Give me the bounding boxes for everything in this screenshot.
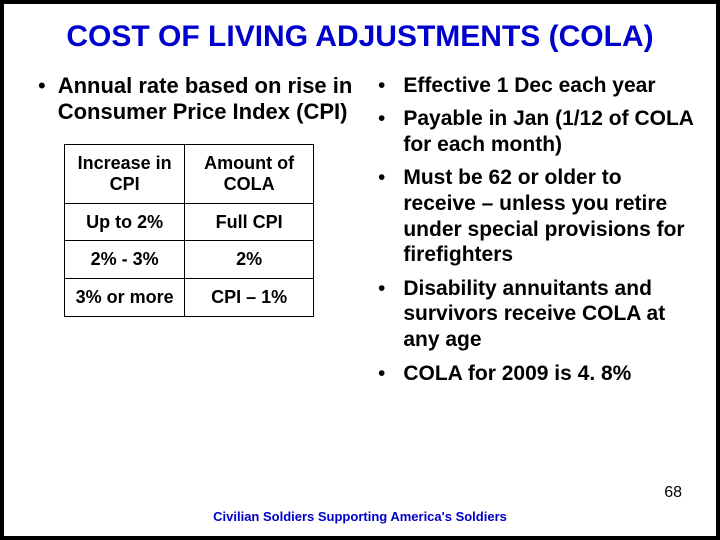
right-bullet-row: • COLA for 2009 is 4. 8% xyxy=(378,361,694,387)
bullet-icon: • xyxy=(38,73,46,99)
table-row: 2% - 3% 2% xyxy=(65,241,314,279)
footer-text: Civilian Soldiers Supporting America's S… xyxy=(4,509,716,524)
table-header-row: Increase in CPI Amount of COLA xyxy=(65,145,314,203)
right-bullet-row: • Payable in Jan (1/12 of COLA for each … xyxy=(378,106,694,157)
bullet-icon: • xyxy=(378,106,385,131)
right-bullet-text: Effective 1 Dec each year xyxy=(403,73,655,99)
slide-title: COST OF LIVING ADJUSTMENTS (COLA) xyxy=(4,4,716,63)
table-row: 3% or more CPI – 1% xyxy=(65,278,314,316)
right-bullet-row: • Must be 62 or older to receive – unles… xyxy=(378,165,694,267)
bullet-icon: • xyxy=(378,165,385,190)
table-cell: 2% - 3% xyxy=(65,241,185,279)
right-bullet-row: • Effective 1 Dec each year xyxy=(378,73,694,99)
table-header-cell: Increase in CPI xyxy=(65,145,185,203)
bullet-icon: • xyxy=(378,361,385,386)
right-bullet-row: • Disability annuitants and survivors re… xyxy=(378,276,694,353)
right-bullet-text: Must be 62 or older to receive – unless … xyxy=(403,165,694,267)
table-header-cell: Amount of COLA xyxy=(185,145,314,203)
left-bullet-row: • Annual rate based on rise in Consumer … xyxy=(38,73,358,127)
content-area: • Annual rate based on rise in Consumer … xyxy=(4,63,716,395)
table-cell: 3% or more xyxy=(65,278,185,316)
right-bullet-text: Disability annuitants and survivors rece… xyxy=(403,276,694,353)
table-cell: 2% xyxy=(185,241,314,279)
bullet-icon: • xyxy=(378,73,385,98)
left-bullet-text: Annual rate based on rise in Consumer Pr… xyxy=(58,73,358,127)
table-cell: CPI – 1% xyxy=(185,278,314,316)
cola-table: Increase in CPI Amount of COLA Up to 2% … xyxy=(64,144,314,316)
table-cell: Up to 2% xyxy=(65,203,185,241)
slide-frame: COST OF LIVING ADJUSTMENTS (COLA) • Annu… xyxy=(0,0,720,540)
right-bullet-text: COLA for 2009 is 4. 8% xyxy=(403,361,631,387)
table-cell: Full CPI xyxy=(185,203,314,241)
bullet-icon: • xyxy=(378,276,385,301)
left-column: • Annual rate based on rise in Consumer … xyxy=(38,73,358,395)
page-number: 68 xyxy=(664,484,682,502)
right-column: • Effective 1 Dec each year • Payable in… xyxy=(358,73,694,395)
table-row: Up to 2% Full CPI xyxy=(65,203,314,241)
right-bullet-text: Payable in Jan (1/12 of COLA for each mo… xyxy=(403,106,694,157)
